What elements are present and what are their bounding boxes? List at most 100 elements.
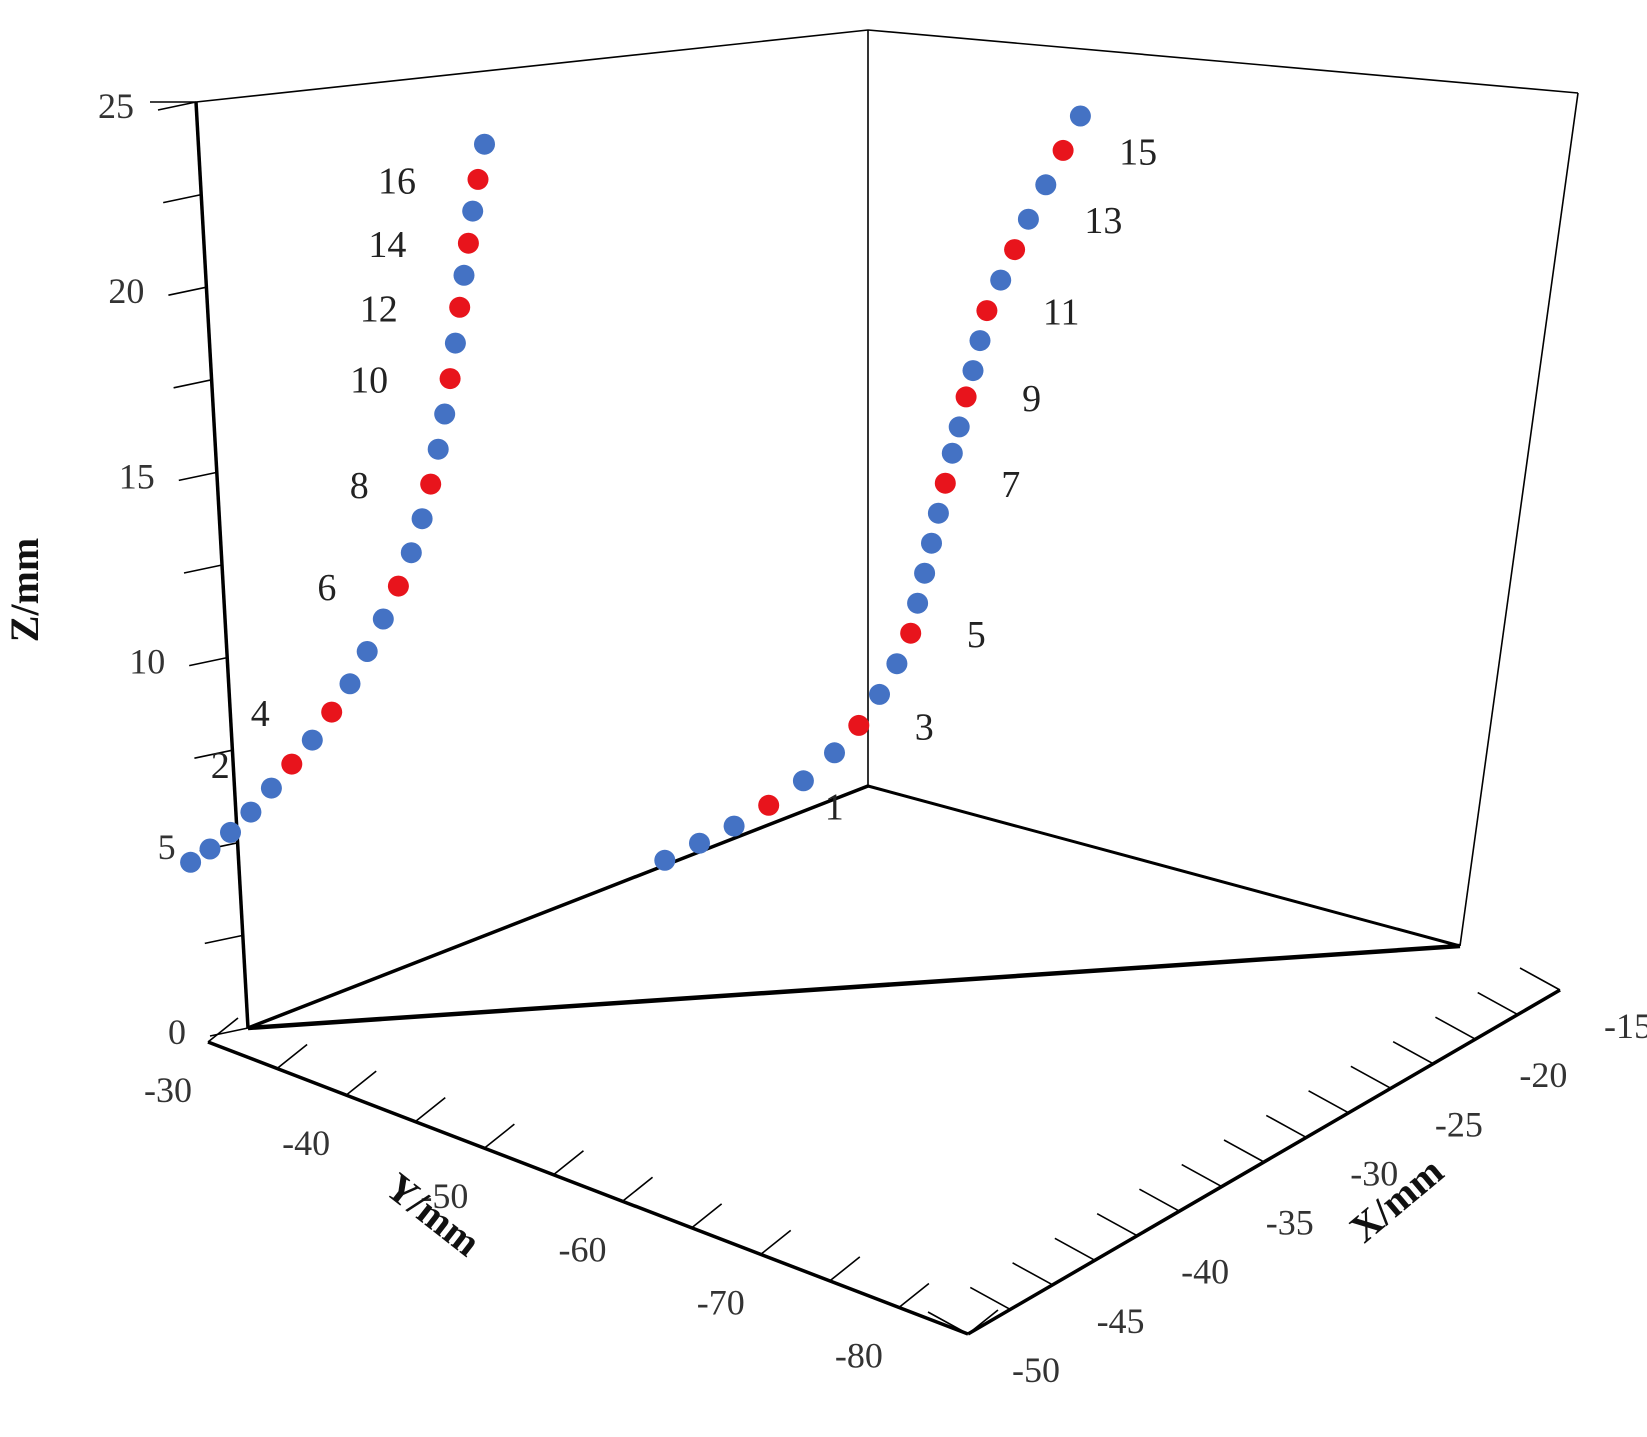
interpolated-point bbox=[941, 442, 963, 464]
interpolated-point bbox=[444, 332, 466, 354]
interpolated-point bbox=[869, 683, 890, 705]
interpolated-point bbox=[400, 542, 422, 564]
x-tick-label: -45 bbox=[1097, 1301, 1145, 1341]
z-tick-mark bbox=[209, 1027, 249, 1037]
z-tick-label: 25 bbox=[98, 86, 134, 126]
interpolated-point bbox=[180, 851, 202, 873]
z-tick-label: 15 bbox=[119, 456, 155, 496]
point-label: 12 bbox=[360, 288, 398, 330]
top-right-edge bbox=[867, 29, 1579, 94]
marker-point bbox=[758, 794, 780, 816]
x-tick-mark bbox=[1181, 1163, 1223, 1188]
marker-point bbox=[449, 296, 471, 318]
interpolated-point bbox=[1035, 174, 1057, 196]
point-label: 16 bbox=[378, 160, 416, 202]
marker-point bbox=[1052, 139, 1074, 161]
x-tick-label: -20 bbox=[1519, 1055, 1567, 1095]
x-tick-mark bbox=[1519, 967, 1561, 991]
x-tick-mark bbox=[969, 1286, 1011, 1311]
y-tick-mark bbox=[414, 1097, 446, 1123]
point-labels: 16 14 12 10 8 6 42 15 13 11 9 7 5 3 1 bbox=[211, 131, 1157, 828]
interpolated-point bbox=[1017, 208, 1039, 230]
interpolated-point bbox=[199, 838, 221, 860]
x-tick-mark bbox=[1308, 1090, 1349, 1114]
interpolated-point bbox=[927, 502, 949, 524]
marker-point bbox=[457, 232, 479, 254]
interpolated-point bbox=[339, 673, 361, 695]
marker-point bbox=[900, 622, 922, 644]
x-tick-mark bbox=[1435, 1016, 1476, 1040]
interpolated-point bbox=[990, 269, 1012, 291]
y-tick-mark bbox=[345, 1070, 377, 1096]
z-tick-label: 0 bbox=[168, 1012, 186, 1052]
interpolated-point bbox=[792, 770, 814, 792]
marker-point bbox=[387, 575, 409, 597]
marker-point bbox=[321, 701, 343, 723]
y-tick-label: -60 bbox=[559, 1229, 607, 1269]
marker-point bbox=[976, 300, 998, 322]
interpolated-point bbox=[372, 608, 394, 630]
x-tick-label: -40 bbox=[1181, 1252, 1229, 1292]
x-tick-label: -30 bbox=[1350, 1153, 1398, 1193]
interpolated-point bbox=[723, 815, 745, 837]
z-tick-label: 5 bbox=[158, 827, 176, 867]
interpolated-point bbox=[453, 264, 475, 286]
point-label: 11 bbox=[1043, 292, 1080, 334]
interpolated-point bbox=[907, 592, 929, 614]
x-tick-mark bbox=[1054, 1237, 1096, 1261]
data-points bbox=[180, 105, 1091, 873]
x-tick-mark bbox=[1096, 1213, 1138, 1237]
point-label: 1 bbox=[825, 786, 844, 828]
point-label: 6 bbox=[317, 567, 336, 609]
marker-point bbox=[281, 753, 303, 775]
interpolated-point bbox=[411, 508, 433, 530]
point-label: 13 bbox=[1084, 200, 1122, 242]
interpolated-point bbox=[886, 653, 908, 675]
z-tick-label: 10 bbox=[129, 642, 165, 682]
z-tick-mark bbox=[157, 101, 197, 111]
y-tick-label: -80 bbox=[835, 1335, 883, 1375]
interpolated-point bbox=[474, 133, 495, 155]
y-tick-label: -30 bbox=[144, 1070, 192, 1110]
point-label: 8 bbox=[350, 465, 369, 507]
right-vertical-edge bbox=[1459, 92, 1579, 947]
x-tick-label: -15 bbox=[1604, 1006, 1647, 1046]
interpolated-point bbox=[654, 849, 676, 871]
floor-left-edge bbox=[247, 784, 869, 1030]
y-tick-label: -50 bbox=[420, 1176, 468, 1216]
z-axis-title: Z/mm bbox=[2, 538, 47, 642]
point-label: 2 bbox=[211, 745, 230, 787]
point-label: 10 bbox=[350, 360, 388, 402]
interpolated-point bbox=[462, 200, 484, 222]
x-tick-mark bbox=[1477, 991, 1519, 1016]
point-label: 9 bbox=[1022, 378, 1041, 420]
y-tick-mark bbox=[552, 1150, 584, 1176]
z-tick-mark bbox=[183, 564, 223, 574]
interpolated-point bbox=[689, 832, 710, 854]
x-tick-label: -25 bbox=[1435, 1104, 1483, 1144]
y-tick-label: -70 bbox=[697, 1282, 745, 1322]
x-tick-mark bbox=[927, 1311, 969, 1335]
z-tick-mark bbox=[204, 934, 243, 945]
interpolated-point bbox=[427, 438, 449, 460]
x-tick-label: -50 bbox=[1012, 1350, 1060, 1390]
y-tick-mark bbox=[483, 1123, 515, 1149]
x-tick-mark bbox=[1223, 1139, 1265, 1163]
axes-frame bbox=[150, 29, 1579, 1336]
interpolated-point bbox=[220, 821, 241, 843]
marker-point bbox=[467, 168, 489, 190]
marker-point bbox=[934, 472, 956, 494]
x-tick-mark bbox=[1139, 1188, 1180, 1212]
x-tick-mark bbox=[1350, 1065, 1392, 1089]
x-tick-mark bbox=[1012, 1262, 1053, 1286]
interpolated-point bbox=[969, 330, 991, 352]
point-label: 14 bbox=[368, 224, 406, 266]
axis-ticks: 0510152025-30-40-50-60-70-80-15-20-25-30… bbox=[98, 86, 1647, 1390]
y-tick-mark bbox=[622, 1176, 654, 1202]
x-tick-mark bbox=[1265, 1114, 1307, 1139]
top-left-edge bbox=[195, 29, 869, 103]
point-label: 4 bbox=[251, 693, 270, 735]
z-tick-mark bbox=[168, 286, 207, 296]
point-label: 5 bbox=[967, 614, 986, 656]
